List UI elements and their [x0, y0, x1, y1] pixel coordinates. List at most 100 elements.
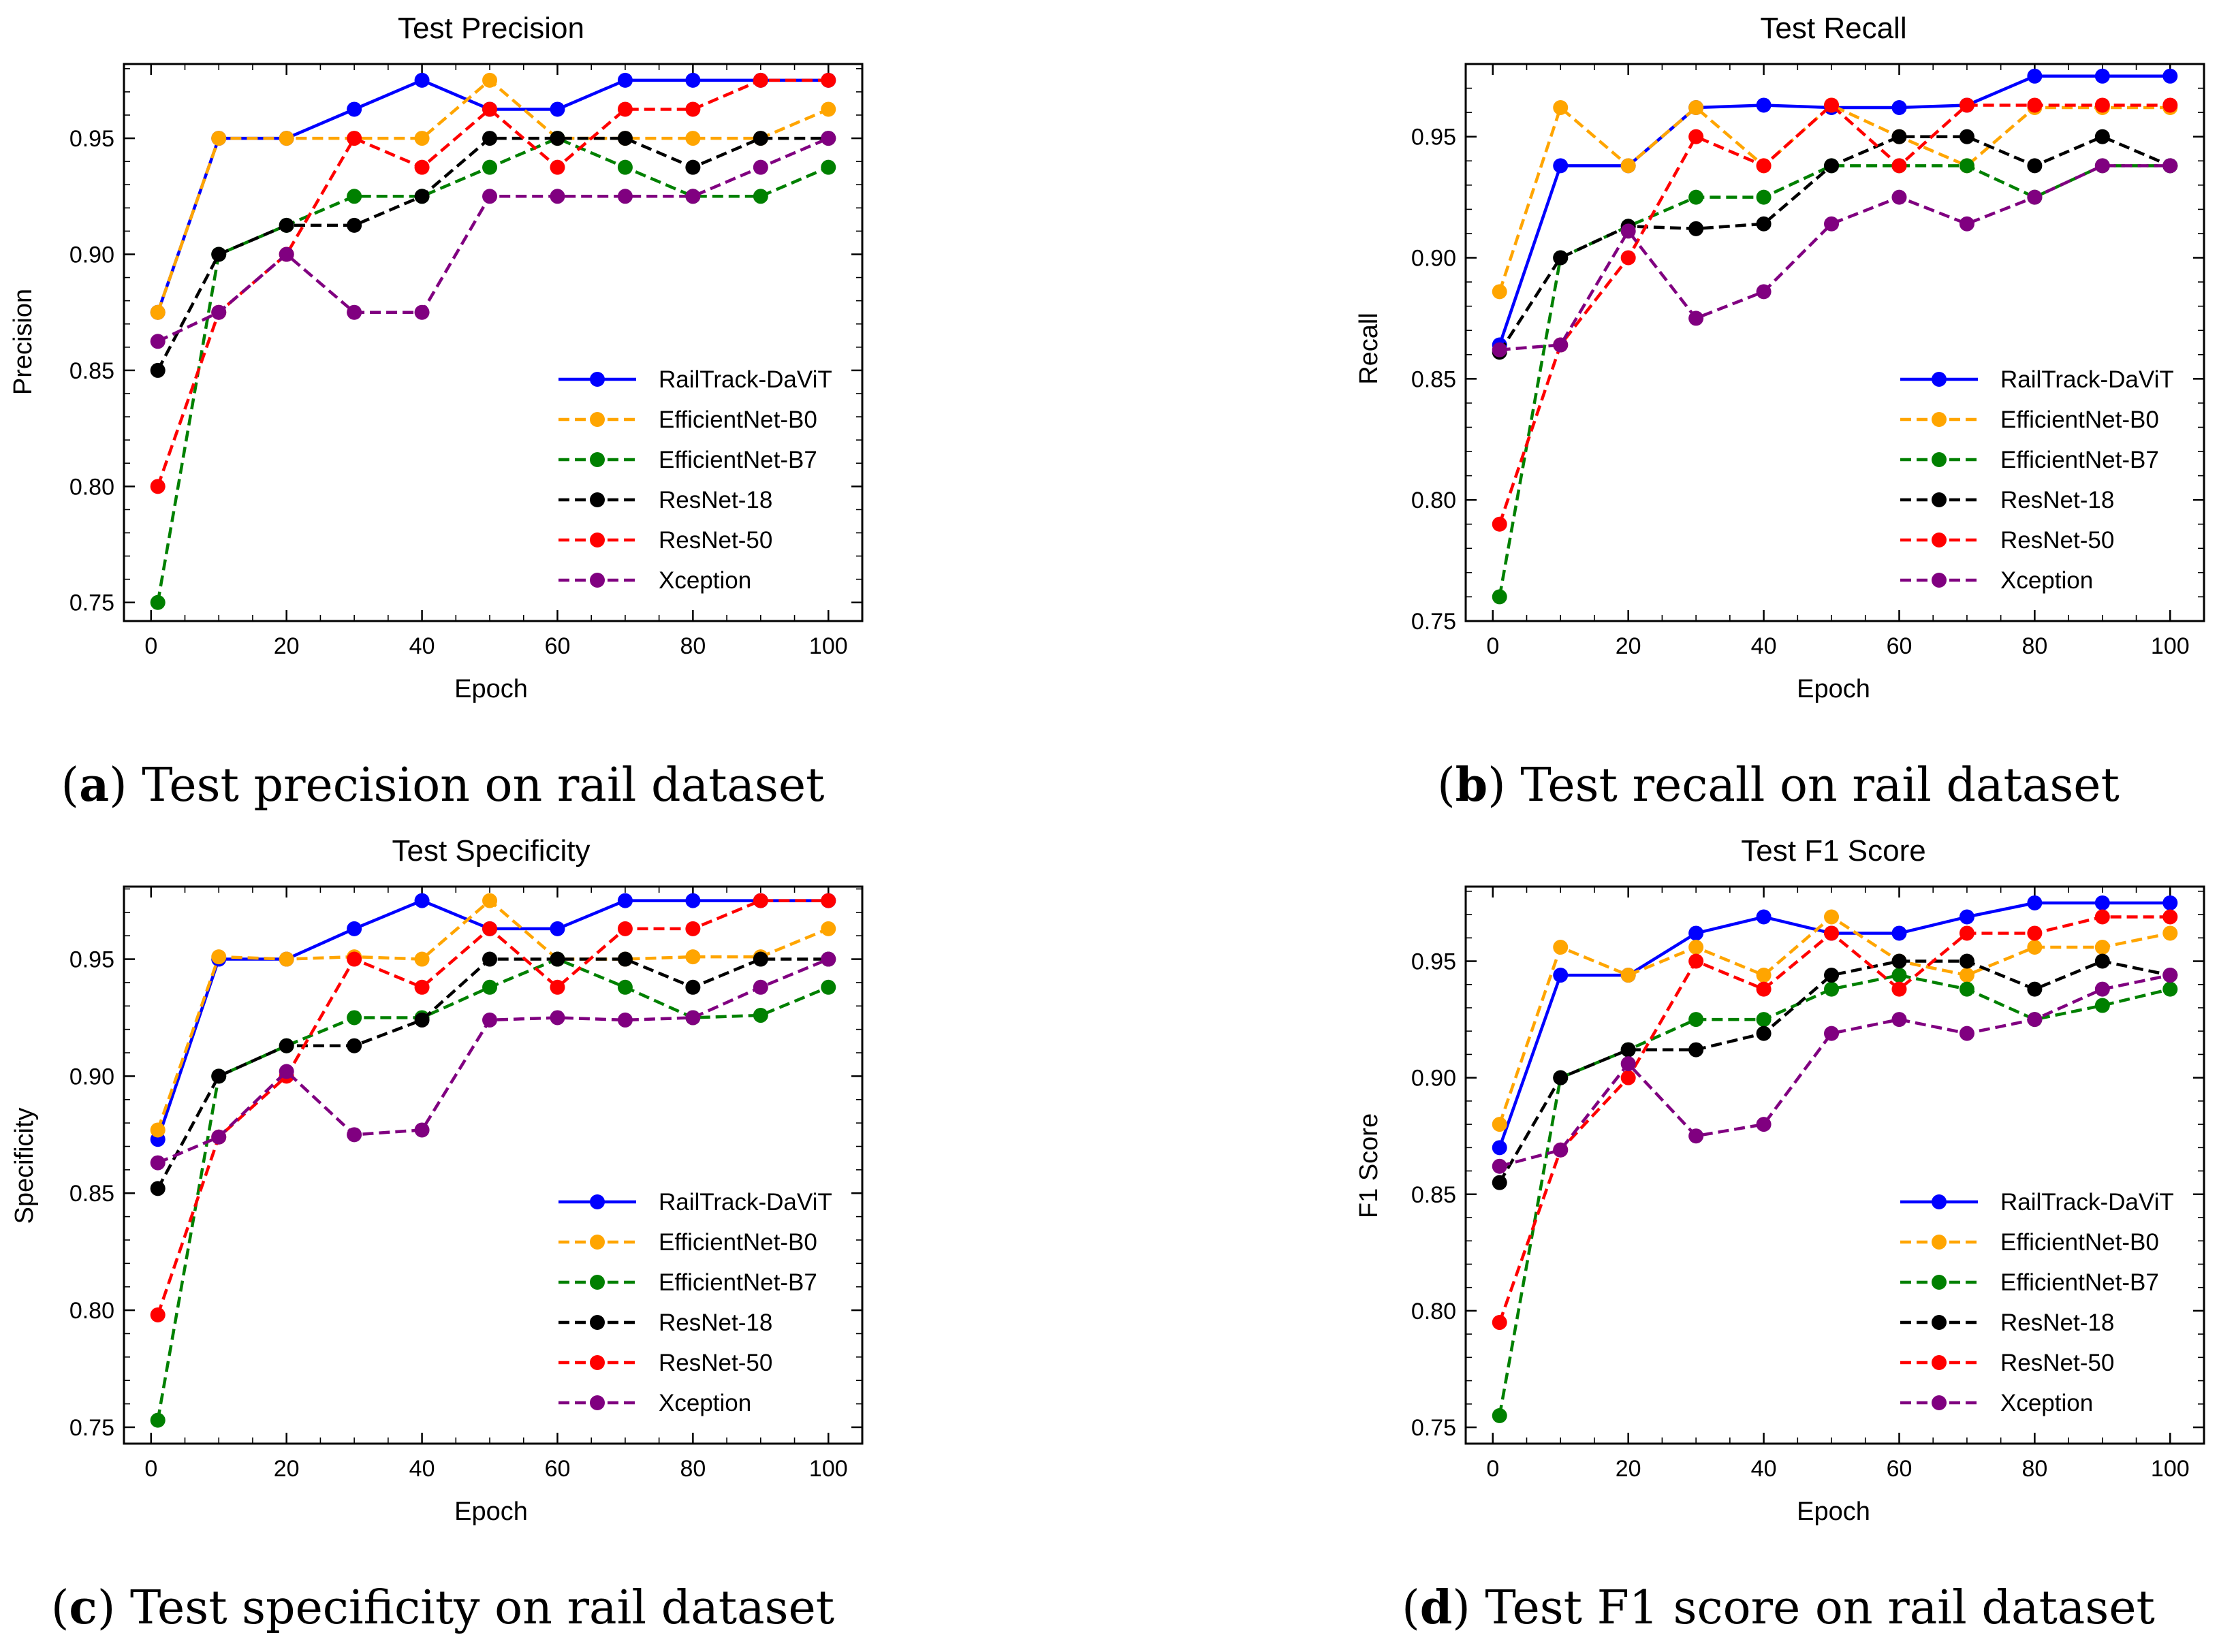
y-tick-label: 0.75: [69, 590, 114, 616]
data-point: [550, 951, 565, 967]
x-tick-label: 40: [409, 1456, 435, 1482]
y-tick-label: 0.85: [1411, 366, 1456, 392]
data-point: [1688, 1012, 1704, 1028]
data-point: [2162, 981, 2178, 997]
caption-letter: a: [79, 758, 109, 812]
data-point: [1756, 284, 1772, 300]
data-point: [1824, 925, 1840, 941]
legend-item-efficientnet-b7: EfficientNet-B7: [558, 447, 817, 473]
data-point: [753, 979, 768, 995]
legend-label: EfficientNet-B7: [659, 447, 817, 473]
data-point: [414, 189, 430, 204]
legend-item-resnet-18: ResNet-18: [558, 487, 772, 513]
panel-precision: Test Precision Epoch Precision 0 20 40 60 80…: [9, 12, 864, 812]
data-point: [753, 131, 768, 146]
series-line: [1498, 959, 2171, 1184]
legend-marker: [1932, 412, 1947, 427]
legend-label: ResNet-50: [659, 1350, 772, 1376]
x-axis-label: Epoch: [454, 675, 528, 703]
legend-marker: [590, 1355, 605, 1370]
data-point: [821, 131, 836, 146]
x-tick-label: 0: [144, 633, 157, 659]
caption-letter: d: [1420, 1580, 1453, 1635]
legend-item-resnet-50: ResNet-50: [558, 1350, 772, 1376]
data-point: [347, 304, 362, 320]
plot-frame: [123, 63, 864, 622]
y-tick-label: 0.80: [1411, 1299, 1456, 1324]
x-tick-label: 100: [809, 1456, 848, 1482]
data-point: [1553, 1070, 1569, 1085]
data-point: [279, 951, 294, 967]
data-point: [1620, 250, 1636, 266]
data-point: [821, 921, 836, 936]
series-resnet-18: [150, 951, 836, 1196]
chart-title: Test Precision: [398, 12, 584, 45]
data-point: [1688, 925, 1704, 941]
series-resnet-50: [150, 893, 836, 1322]
data-point: [617, 979, 633, 995]
series-xception: [150, 131, 836, 349]
data-point: [347, 1038, 362, 1053]
data-point: [211, 1068, 227, 1084]
data-point: [150, 1412, 166, 1428]
data-point: [1824, 97, 1840, 113]
data-point: [550, 189, 565, 204]
x-tick-label: 0: [144, 1456, 157, 1482]
data-point: [1620, 158, 1636, 174]
caption-text: Test recall on rail dataset: [1520, 759, 2120, 812]
legend-marker: [1932, 372, 1947, 387]
data-point: [347, 921, 362, 936]
legend-marker: [590, 452, 605, 467]
data-point: [2027, 939, 2043, 955]
data-point: [347, 1127, 362, 1143]
series-xception: [1492, 158, 2178, 358]
data-point: [685, 893, 701, 908]
y-tick-label: 0.75: [1411, 1415, 1456, 1441]
data-point: [1553, 250, 1569, 266]
data-point: [347, 131, 362, 146]
x-tick-label: 80: [2021, 633, 2047, 659]
x-tick-label: 80: [680, 633, 706, 659]
panel-f1-score: Test F1 Score Epoch F1 Score 0 20 40 60 80 10…: [1355, 834, 2205, 1635]
data-point: [550, 131, 565, 146]
data-point: [2162, 925, 2178, 941]
data-point: [1959, 909, 1974, 925]
data-point: [2162, 68, 2178, 84]
x-tick-label: 20: [1616, 1456, 1641, 1482]
y-tick-label: 0.90: [69, 242, 114, 268]
y-tick-label: 0.80: [69, 1298, 114, 1324]
data-point: [1891, 100, 1907, 116]
data-point: [150, 304, 166, 320]
legend-label: ResNet-50: [659, 527, 772, 554]
data-point: [2162, 968, 2178, 983]
data-point: [1959, 925, 1974, 941]
data-point: [2094, 129, 2110, 144]
data-point: [1492, 1175, 1507, 1190]
data-point: [1620, 1056, 1636, 1072]
data-point: [1959, 953, 1974, 969]
legend-item-resnet-18: ResNet-18: [1900, 487, 2114, 513]
y-tick-label: 0.85: [1411, 1182, 1456, 1208]
data-point: [1959, 1026, 1974, 1041]
data-point: [1891, 968, 1907, 983]
series-line: [1498, 104, 2171, 293]
subfigure-caption: (c) Test specificity on rail dataset: [51, 1580, 834, 1635]
data-point: [550, 921, 565, 936]
data-point: [1553, 100, 1569, 116]
legend-label: RailTrack-DaViT: [2000, 366, 2174, 393]
legend-marker: [590, 1194, 605, 1209]
legend-item-xception: Xception: [558, 1390, 751, 1416]
legend-item-railtrack-davit: RailTrack-DaViT: [1900, 366, 2174, 393]
data-point: [1553, 968, 1569, 983]
data-point: [617, 1012, 633, 1028]
data-point: [1959, 97, 1974, 113]
legend-item-railtrack-davit: RailTrack-DaViT: [558, 1189, 832, 1216]
data-point: [2027, 68, 2043, 84]
data-point: [1688, 221, 1704, 236]
legend-marker: [590, 372, 605, 387]
data-point: [150, 594, 166, 610]
data-point: [279, 131, 294, 146]
legend-marker: [590, 1275, 605, 1290]
y-tick-label: 0.90: [1411, 246, 1456, 272]
data-point: [617, 72, 633, 88]
